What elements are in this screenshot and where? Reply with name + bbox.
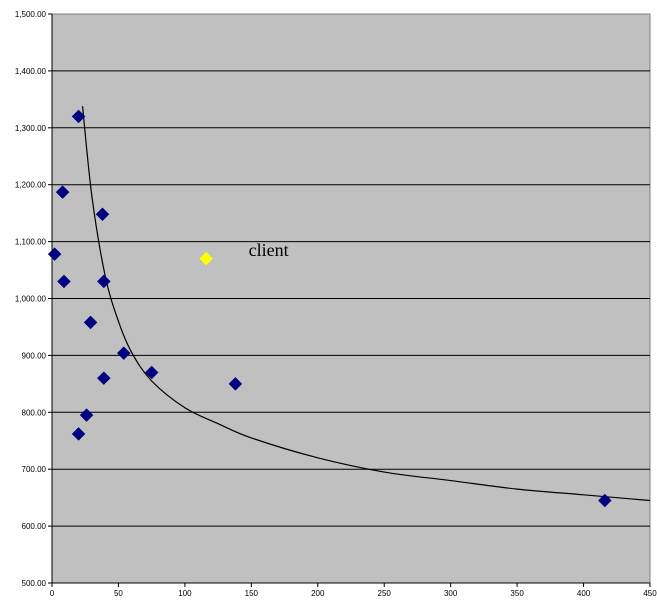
y-tick-label: 500.00: [22, 579, 47, 588]
y-tick-label: 700.00: [22, 465, 47, 474]
data-point-diamond: [116, 346, 131, 360]
y-tick-label: 1,500.00: [15, 10, 47, 19]
y-tick-label: 800.00: [22, 408, 47, 417]
y-tick-label: 1,300.00: [15, 124, 47, 133]
y-tick-label: 1,400.00: [15, 67, 47, 76]
data-point-diamond: [83, 315, 98, 330]
data-point-diamond: [95, 207, 110, 222]
data-point-diamond: [96, 371, 111, 386]
y-tick-label: 1,200.00: [15, 181, 47, 190]
annotations: client: [249, 240, 289, 260]
x-tick-label: 0: [50, 589, 55, 598]
data-point-diamond: [57, 274, 71, 289]
x-tick-label: 150: [245, 589, 259, 598]
x-tick-label: 450: [643, 589, 657, 598]
y-tick-label: 1,000.00: [15, 295, 47, 304]
data-points: [47, 109, 612, 508]
annotation-label: client: [249, 240, 289, 260]
data-point-diamond: [144, 365, 159, 380]
x-tick-label: 300: [444, 589, 458, 598]
data-point-diamond: [71, 427, 86, 441]
data-point-diamond: [47, 247, 62, 261]
data-point-diamond: [55, 185, 70, 199]
client-point-diamond: [199, 251, 214, 266]
data-point-diamond: [228, 376, 243, 391]
data-point-diamond: [71, 109, 86, 124]
x-tick-label: 250: [378, 589, 392, 598]
x-tick-label: 50: [114, 589, 123, 598]
x-tick-label: 200: [311, 589, 325, 598]
tick-labels: 500.00 600.00 700.00 800.00 900.00 1,000.00 1,…: [15, 10, 657, 598]
data-point-diamond: [79, 408, 94, 422]
grid-lines: [52, 70, 650, 527]
data-point-diamond: [96, 274, 111, 289]
axes: [48, 13, 651, 587]
x-tick-label: 100: [178, 589, 192, 598]
y-tick-label: 600.00: [22, 522, 47, 531]
y-tick-label: 900.00: [22, 351, 47, 360]
data-point-diamond: [597, 493, 612, 508]
x-tick-label: 400: [577, 589, 591, 598]
y-tick-label: 1,100.00: [15, 238, 47, 247]
x-tick-label: 350: [510, 589, 524, 598]
